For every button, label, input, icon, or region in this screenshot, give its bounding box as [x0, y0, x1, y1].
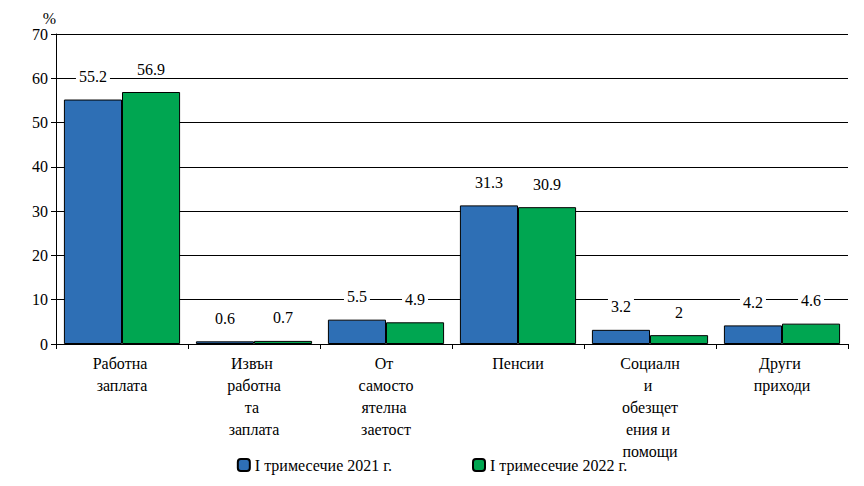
svg-text:Работна: Работна [93, 355, 152, 372]
svg-text:70: 70 [32, 26, 48, 43]
svg-text:5.5: 5.5 [347, 288, 367, 305]
svg-text:%: % [43, 10, 56, 27]
svg-text:Социалн: Социалн [620, 355, 680, 373]
svg-text:работна: работна [227, 377, 281, 395]
svg-text:помощи: помощи [622, 443, 678, 461]
svg-text:0.7: 0.7 [273, 309, 293, 326]
svg-text:10: 10 [32, 291, 48, 308]
svg-text:самосто: самосто [359, 377, 414, 394]
svg-text:31.3: 31.3 [475, 174, 503, 191]
svg-text:I тримесечие 2022 г.: I тримесечие 2022 г. [490, 457, 627, 475]
svg-text:4.9: 4.9 [405, 291, 425, 308]
svg-text:4.2: 4.2 [743, 294, 763, 311]
svg-text:та: та [245, 399, 263, 416]
svg-text:ятелна: ятелна [361, 399, 410, 416]
svg-text:заетост: заетост [361, 421, 411, 438]
svg-text:Извън: Извън [231, 355, 277, 372]
svg-text:приходи: приходи [754, 377, 811, 395]
svg-text:55.2: 55.2 [79, 68, 107, 85]
svg-text:Пенсии: Пенсии [492, 355, 544, 372]
svg-text:заплата: заплата [229, 421, 280, 438]
svg-text:3.2: 3.2 [611, 298, 631, 315]
svg-text:От: От [375, 355, 398, 372]
svg-text:I тримесечие 2021 г.: I тримесечие 2021 г. [255, 457, 392, 475]
svg-text:4.6: 4.6 [801, 292, 821, 309]
svg-text:0.6: 0.6 [215, 310, 235, 327]
svg-text:30.9: 30.9 [533, 176, 561, 193]
svg-text:и: и [644, 377, 657, 394]
svg-text:заплата: заплата [97, 377, 148, 394]
svg-text:0: 0 [40, 336, 48, 353]
svg-text:60: 60 [32, 70, 48, 87]
svg-text:56.9: 56.9 [137, 61, 165, 78]
svg-text:2: 2 [675, 304, 683, 321]
svg-text:30: 30 [32, 203, 48, 220]
svg-text:Други: Други [759, 355, 805, 373]
svg-text:20: 20 [32, 247, 48, 264]
svg-text:обезщет: обезщет [622, 399, 678, 417]
svg-text:50: 50 [32, 114, 48, 131]
svg-text:ения и: ения и [626, 421, 674, 438]
svg-text:40: 40 [32, 158, 48, 175]
